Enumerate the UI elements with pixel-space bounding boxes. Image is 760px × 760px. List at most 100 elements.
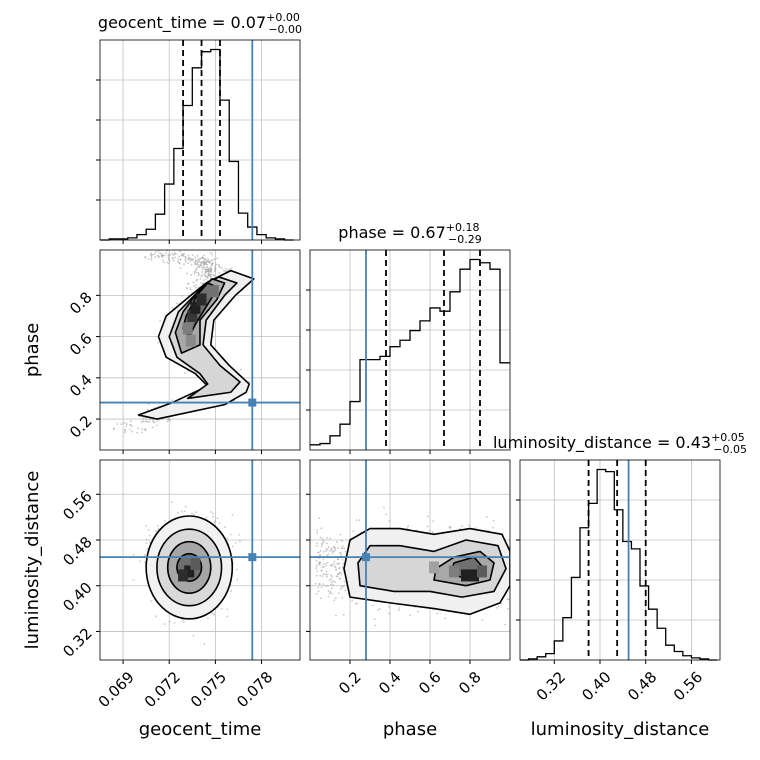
sample-point [214, 520, 217, 522]
sample-point [210, 271, 213, 274]
sample-point [230, 267, 233, 270]
sample-point [224, 526, 226, 529]
sample-point [449, 527, 452, 529]
sample-point [332, 580, 335, 583]
sample-point [328, 592, 331, 595]
x-tick-label: 0.2 [335, 668, 365, 698]
sample-point [334, 549, 337, 552]
sample-point [150, 257, 153, 259]
panel-frame [99, 459, 301, 661]
sample-point [492, 519, 495, 522]
sample-point [183, 253, 186, 256]
sample-point [144, 418, 147, 421]
density-cell [429, 561, 439, 574]
pair-panel-geocent_time-luminosity_distance [96, 459, 301, 664]
sample-point [190, 274, 192, 276]
sample-point [147, 403, 150, 405]
x-tick-label: 0.40 [578, 668, 614, 704]
sample-point [407, 525, 409, 528]
sample-point [325, 547, 328, 550]
sample-point [211, 253, 214, 256]
sample-point [196, 254, 199, 257]
sample-point [205, 516, 208, 519]
sample-point [327, 553, 330, 556]
sample-point [513, 578, 515, 580]
density-cell [178, 569, 189, 582]
sample-point [225, 267, 228, 270]
sample-point [516, 571, 518, 573]
sample-point [341, 545, 344, 548]
sample-point [206, 260, 209, 263]
sample-point [325, 542, 328, 545]
sample-point [518, 558, 520, 560]
sample-point [167, 254, 170, 257]
sample-point [204, 270, 207, 273]
sample-point [512, 561, 514, 563]
sample-point [333, 565, 336, 568]
sample-point [156, 420, 159, 423]
sample-point [321, 566, 324, 569]
sample-point [229, 533, 232, 536]
sample-point [207, 258, 210, 260]
sample-point [219, 266, 222, 269]
sample-point [167, 256, 170, 259]
diagonal-title-phase: phase = 0.67+0.18 −0.29 [338, 221, 481, 246]
sample-point [153, 253, 156, 255]
sample-point [141, 428, 144, 431]
sample-point [160, 254, 163, 257]
sample-point [213, 270, 216, 273]
sample-point [207, 617, 209, 620]
sample-point [196, 263, 199, 266]
sample-point [341, 558, 344, 561]
sample-point [461, 525, 463, 528]
x-tick-label: 0.6 [415, 668, 445, 698]
sample-point [182, 255, 185, 257]
sample-point [209, 275, 212, 278]
sample-point [342, 613, 345, 616]
sample-point [125, 425, 128, 428]
sample-point [230, 590, 232, 592]
sample-point [201, 271, 203, 273]
density-layer [315, 506, 520, 627]
sample-point [202, 279, 205, 281]
sample-point [337, 572, 340, 575]
sample-point [193, 261, 196, 264]
sample-point [315, 574, 318, 577]
sample-point [212, 512, 214, 515]
sample-point [179, 267, 182, 269]
sample-point [146, 548, 149, 551]
sample-point [328, 579, 331, 582]
sample-point [511, 570, 513, 572]
sample-point [327, 584, 329, 587]
sample-point [518, 581, 520, 583]
sample-point [198, 258, 201, 261]
sample-point [149, 253, 152, 256]
sample-point [351, 599, 354, 602]
sample-point [142, 417, 145, 420]
sample-point [145, 542, 148, 544]
sample-point [210, 270, 213, 272]
sample-point [325, 550, 328, 552]
sample-point [236, 568, 238, 571]
sample-point [338, 577, 341, 580]
sample-point [516, 589, 518, 591]
sample-point [136, 431, 138, 434]
sample-point [338, 592, 340, 595]
sample-point [146, 408, 149, 411]
sample-point [318, 517, 321, 520]
diagonal-title-luminosity_distance: luminosity_distance = 0.43+0.05 −0.05 [493, 431, 747, 456]
sample-point [156, 424, 158, 427]
sample-point [374, 624, 376, 627]
sample-point [330, 548, 333, 551]
sample-point [343, 547, 346, 550]
sample-point [164, 520, 166, 522]
sample-point [155, 615, 158, 618]
sample-point [329, 590, 332, 593]
sample-point [214, 266, 217, 269]
sample-point [199, 281, 202, 284]
sample-point [195, 267, 198, 270]
sample-point [186, 272, 188, 275]
sample-point [177, 260, 180, 263]
sample-point [325, 564, 328, 567]
sample-point [167, 262, 170, 265]
